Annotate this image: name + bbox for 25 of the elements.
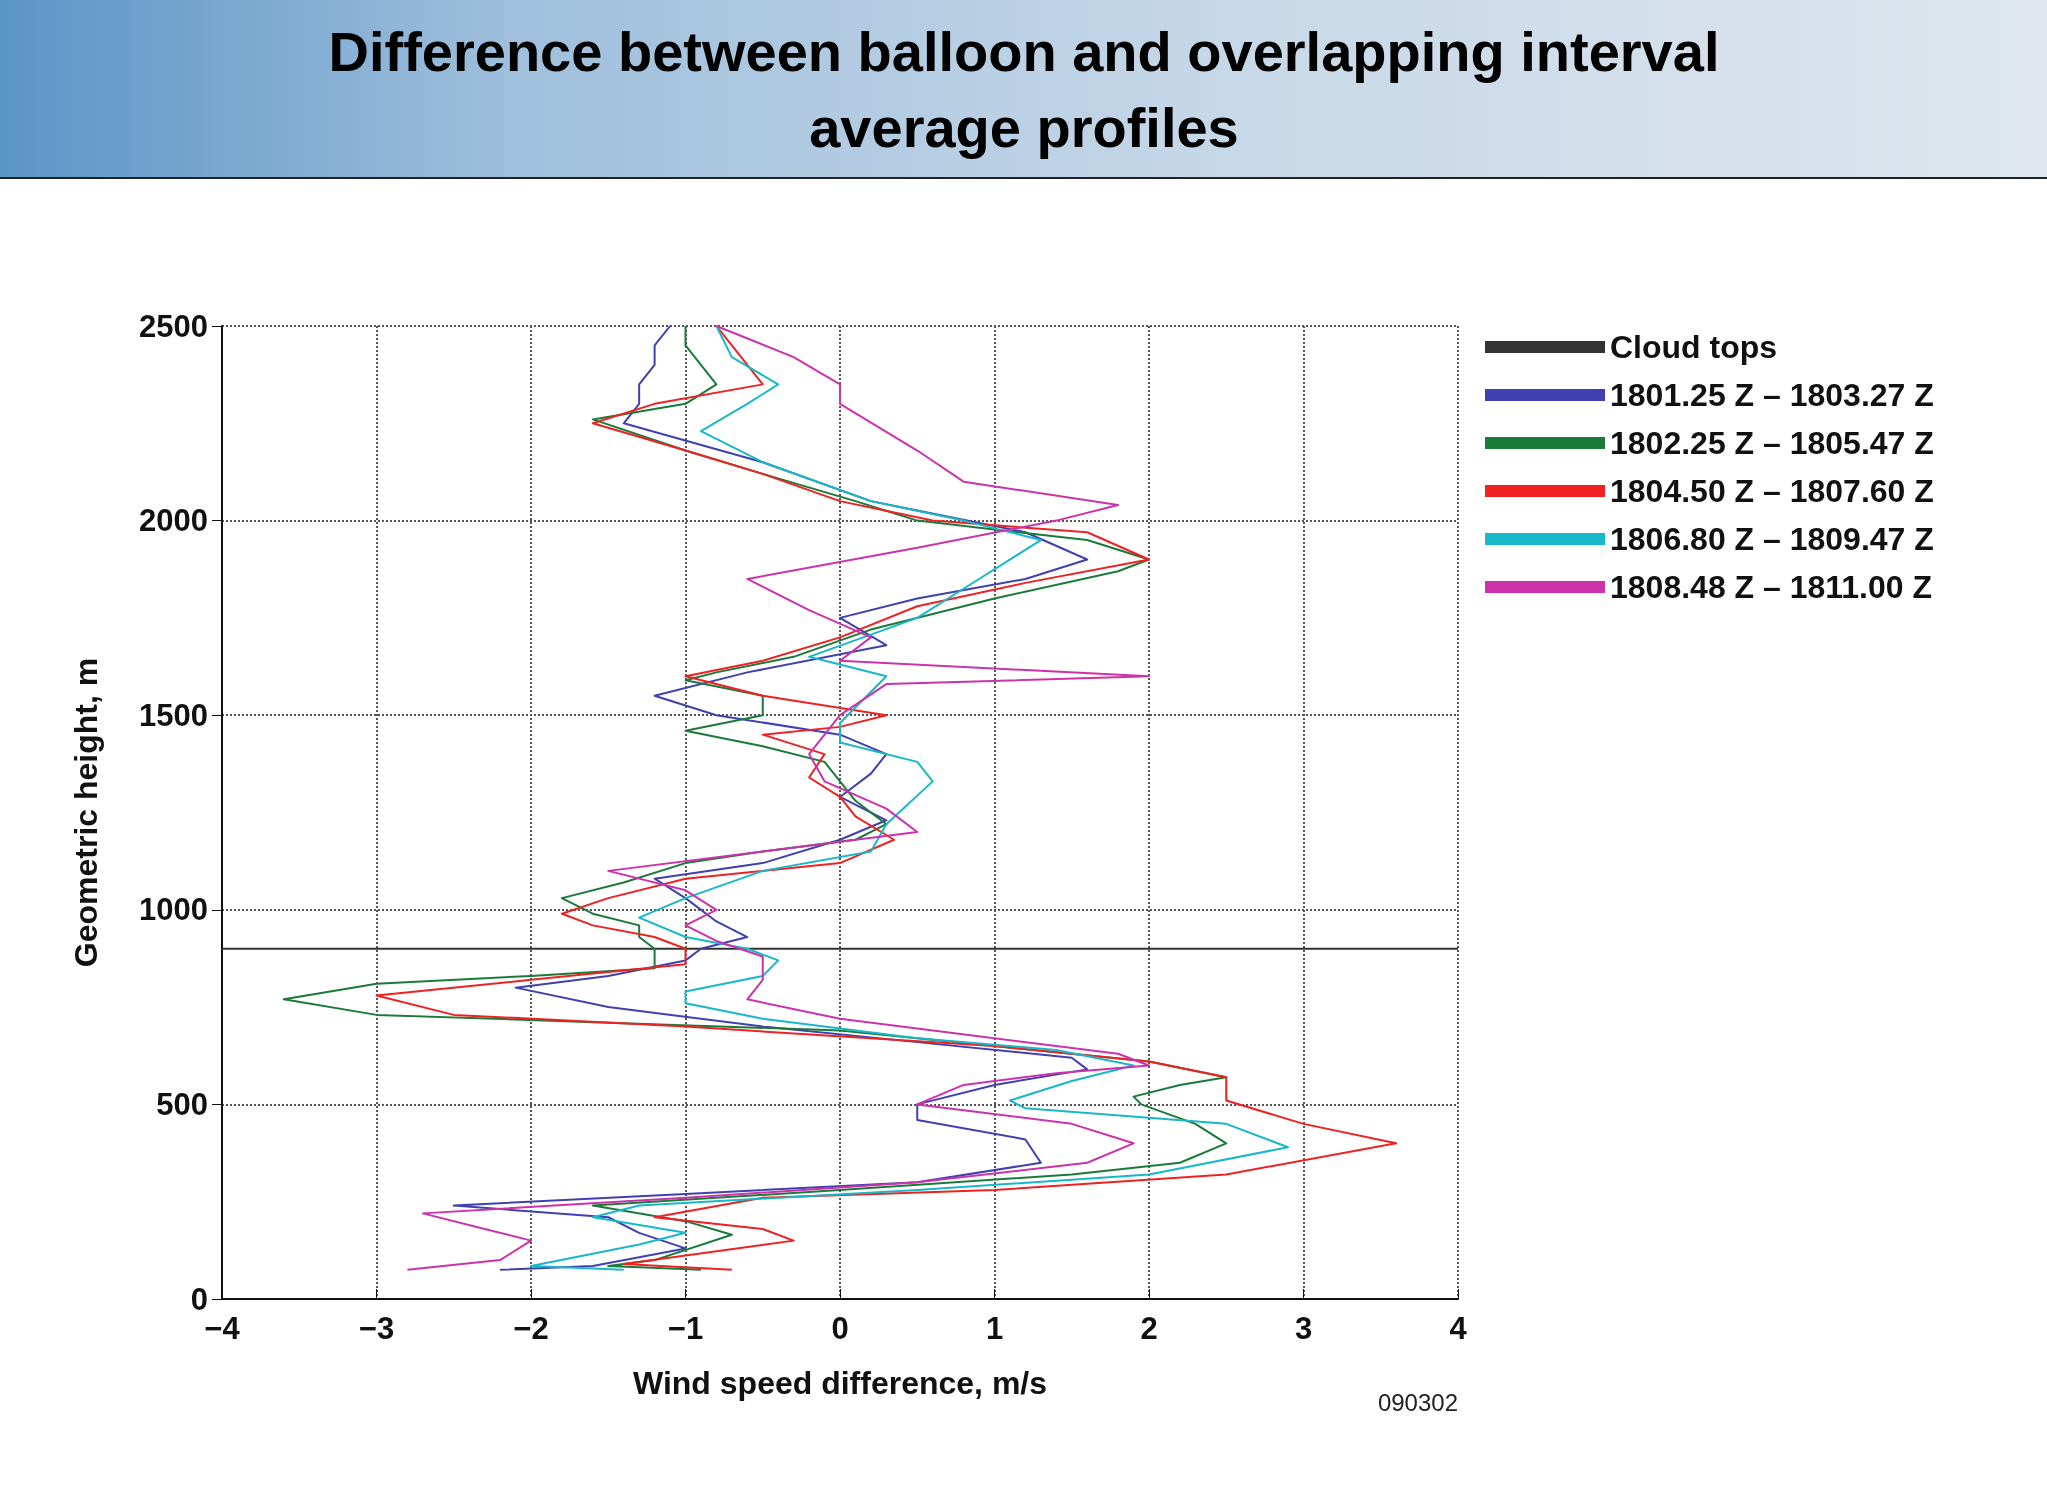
y-tick-label: 1500 — [139, 697, 208, 733]
text: 090302 — [1377, 1388, 1459, 1416]
y-tick-label: 2500 — [139, 308, 208, 344]
line-series — [530, 325, 1290, 1271]
x-tick-label: 0 — [831, 1311, 849, 1346]
x-axis-title: Wind speed difference, m/s — [632, 1365, 1048, 1401]
x-tick-label: −1 — [667, 1311, 704, 1346]
x-tick-label: 4 — [1449, 1311, 1468, 1346]
x-tick-label: 2 — [1140, 1311, 1158, 1346]
x-tick-label: 1 — [985, 1311, 1004, 1346]
x-tick-label: −3 — [358, 1311, 395, 1346]
legend-label: Cloud tops — [1610, 329, 1778, 365]
line-series — [375, 325, 1398, 1271]
x-tick-label: 3 — [1294, 1311, 1313, 1346]
legend-label: 1804.50 Z – 1807.60 Z — [1610, 473, 1934, 509]
y-axis-title: Geometric height, m — [68, 657, 104, 968]
y-tick-label: 1000 — [139, 892, 208, 928]
legend-label: 1801.25 Z – 1803.27 Z — [1610, 377, 1934, 413]
legend-label: 1808.48 Z – 1811.00 Z — [1610, 569, 1933, 605]
x-tick-label: −2 — [513, 1311, 549, 1346]
y-tick-label: 500 — [156, 1086, 208, 1122]
chart-title: Difference between balloon and overlapping interval average profiles — [327, 19, 1721, 161]
y-tick-label: 2000 — [139, 503, 208, 539]
legend-label: 1806.80 Z – 1809.47 Z — [1610, 521, 1934, 557]
legend-label: 1802.25 Z – 1805.47 Z — [1610, 425, 1934, 461]
